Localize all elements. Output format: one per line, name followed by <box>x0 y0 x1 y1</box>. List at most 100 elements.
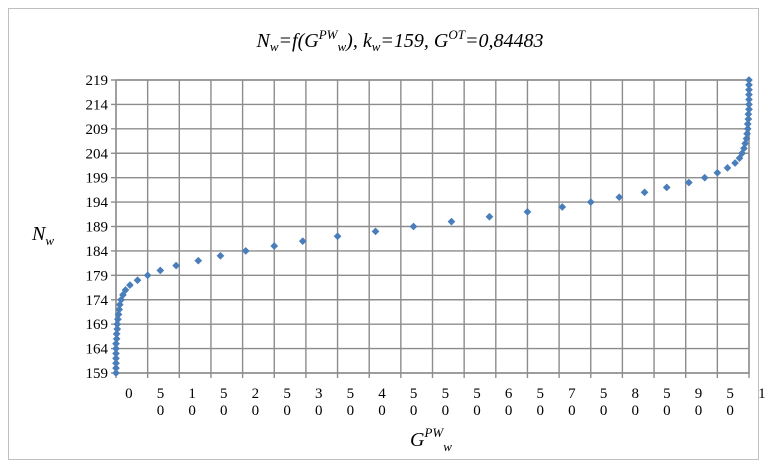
data-points <box>112 76 753 377</box>
x-tick-label: 4 <box>378 386 386 402</box>
x-tick-label: 0 <box>600 403 608 419</box>
data-point <box>745 80 753 89</box>
x-tick-label: 0 <box>125 386 133 402</box>
data-point <box>371 227 380 236</box>
x-tick-label: 8 <box>631 386 639 402</box>
data-point <box>115 300 124 309</box>
data-point <box>615 193 624 202</box>
data-point <box>112 329 121 338</box>
data-point <box>241 246 250 255</box>
data-point <box>744 115 753 124</box>
x-tick-label: 5 <box>220 386 228 402</box>
data-point <box>743 124 752 133</box>
x-tick-label: 0 <box>726 403 734 419</box>
data-point <box>684 178 693 187</box>
data-point <box>114 310 123 319</box>
data-point <box>112 354 120 363</box>
data-point <box>121 286 130 294</box>
y-tick-label: 174 <box>86 293 109 309</box>
x-tick-label: 0 <box>188 403 196 419</box>
x-tick-label: 0 <box>537 403 545 419</box>
data-point <box>270 242 279 250</box>
x-tick-label: 5 <box>283 386 291 402</box>
data-point <box>640 188 649 197</box>
data-point <box>298 237 307 246</box>
x-tick-label: 5 <box>347 386 355 402</box>
x-tick-label: 0 <box>695 403 703 419</box>
data-point <box>485 212 494 221</box>
chart-title: Nw=f(GPWw), kw=159, GOT=0,84483 <box>256 27 544 54</box>
data-point <box>745 76 753 84</box>
data-point <box>447 217 456 226</box>
data-point <box>723 163 732 172</box>
data-point <box>558 203 567 211</box>
data-point <box>745 90 753 99</box>
data-point <box>112 344 120 353</box>
data-point <box>156 266 165 275</box>
data-point <box>112 349 120 358</box>
data-point <box>172 261 181 270</box>
y-tick-labels: 159 164 169 174 179 184 189 194 199 204 209 214 219 <box>86 73 109 382</box>
x-tick-label: 5 <box>600 386 608 402</box>
data-point <box>523 207 532 216</box>
x-tick-label: 0 <box>505 403 513 419</box>
y-tick-label: 159 <box>86 366 109 382</box>
x-tick-label: 0 <box>568 403 576 419</box>
y-tick-label: 204 <box>86 146 109 162</box>
x-tick-label: 0 <box>315 403 323 419</box>
x-tick-label: 5 <box>442 386 450 402</box>
data-point <box>662 183 671 192</box>
data-point <box>744 110 753 119</box>
data-point <box>742 134 751 143</box>
x-tick-label: 5 <box>157 386 165 402</box>
x-tick-label: 0 <box>378 403 386 419</box>
data-point <box>216 251 225 260</box>
y-tick-label: 209 <box>86 122 109 138</box>
x-tick-label: 5 <box>537 386 545 402</box>
x-tick-label: 0 <box>283 403 291 419</box>
data-point <box>113 320 122 329</box>
data-point <box>143 271 152 280</box>
x-tick-label: 1 <box>758 386 766 402</box>
x-tick-label: 3 <box>315 386 323 402</box>
y-tick-label: 214 <box>86 97 109 113</box>
x-tick-label: 0 <box>252 403 260 419</box>
data-point <box>112 364 120 373</box>
data-point <box>745 100 753 109</box>
data-point <box>745 95 753 104</box>
data-point <box>743 119 752 128</box>
data-point <box>586 198 595 207</box>
x-tick-label: 0 <box>631 403 639 419</box>
x-tick-label: 5 <box>473 386 481 402</box>
x-tick-label: 0 <box>442 403 450 419</box>
y-tick-label: 219 <box>86 73 109 89</box>
data-point <box>409 222 418 231</box>
data-point <box>113 325 122 334</box>
x-tick-label: 5 <box>410 386 418 402</box>
x-tick-label: 5 <box>726 386 734 402</box>
x-tick-label: 0 <box>157 403 165 419</box>
data-point <box>333 232 342 241</box>
axes <box>111 79 750 378</box>
grid-lines <box>115 79 750 374</box>
data-point <box>713 168 722 177</box>
data-point <box>745 85 753 94</box>
y-tick-label: 184 <box>86 244 109 260</box>
data-point <box>112 369 120 377</box>
data-point <box>112 334 121 343</box>
data-point <box>731 159 740 167</box>
data-point <box>745 105 753 114</box>
y-tick-label: 194 <box>86 195 109 211</box>
y-tick-label: 179 <box>86 268 109 284</box>
y-tick-label: 189 <box>86 220 109 236</box>
x-tick-label: 0 <box>473 403 481 419</box>
data-point <box>700 173 709 182</box>
x-tick-label: 9 <box>695 386 703 402</box>
x-tick-label: 0 <box>663 403 671 419</box>
y-tick-label: 164 <box>86 342 109 358</box>
x-tick-label: 7 <box>568 386 576 402</box>
plot-border <box>115 79 750 374</box>
x-tick-label: 1 <box>188 386 196 402</box>
